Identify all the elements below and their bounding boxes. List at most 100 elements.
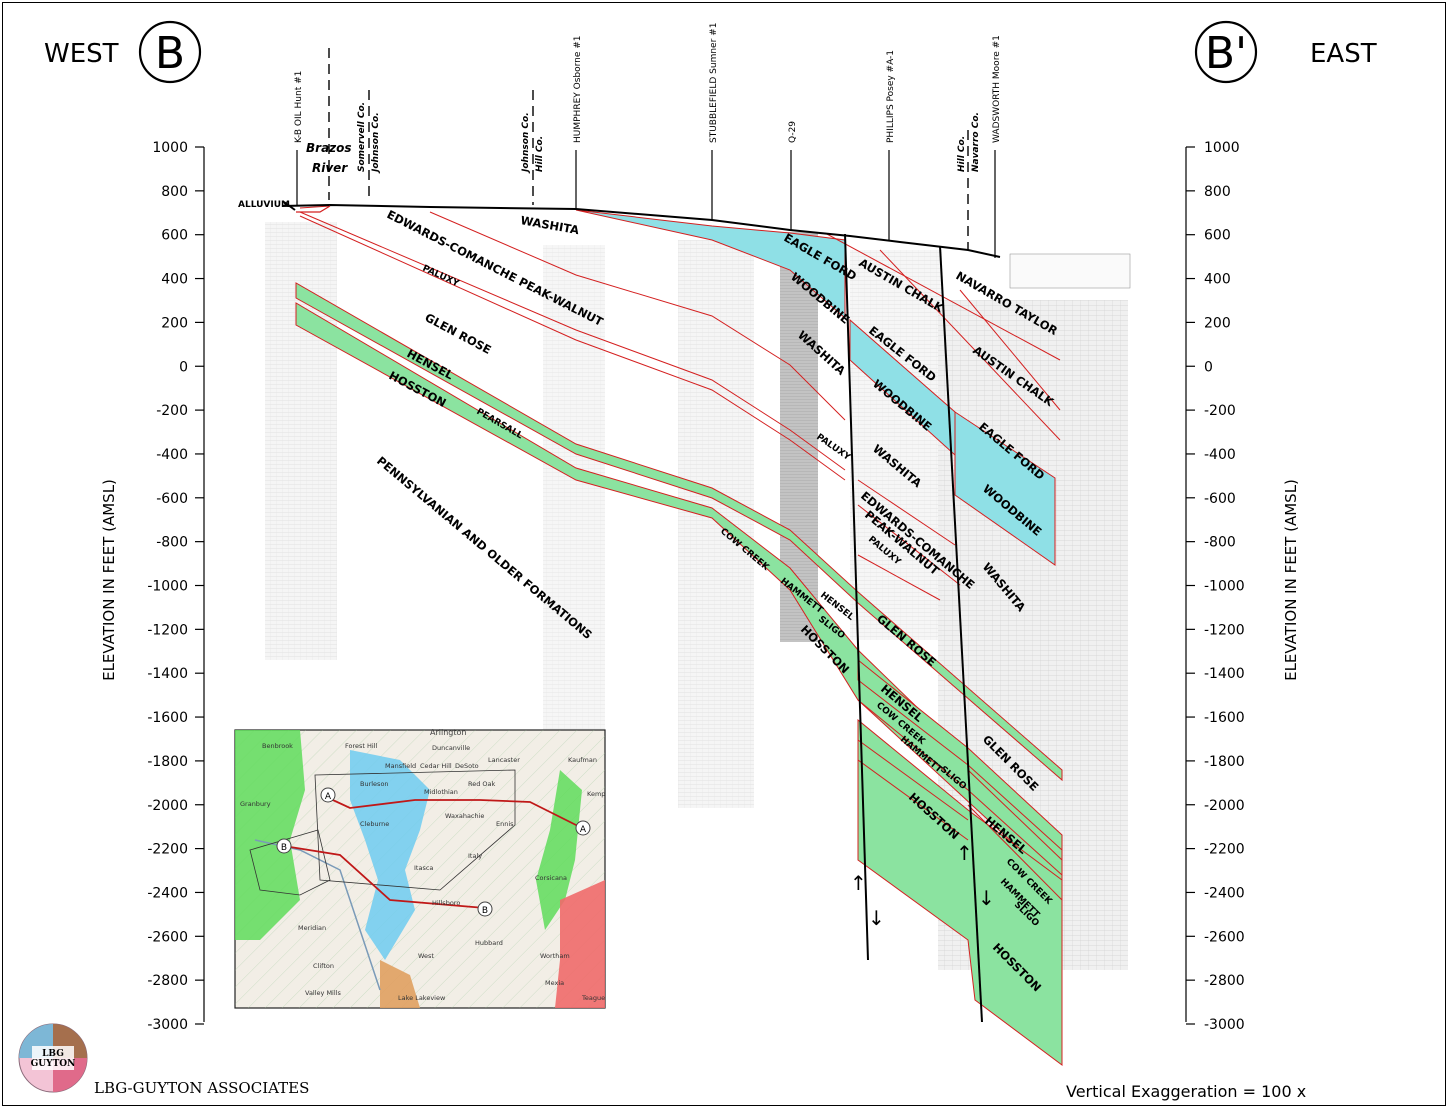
river-label-2: River — [312, 161, 348, 175]
left-tick-label: -1200 — [147, 622, 188, 638]
left-tick-label: -2600 — [147, 929, 188, 945]
ground-surface — [281, 203, 1001, 258]
map-outcrop-green-east — [536, 770, 582, 930]
map-marker-b-left — [276, 838, 292, 854]
right-tick-label: -1800 — [1204, 754, 1245, 770]
logo-text-line-1: LBG — [42, 1049, 64, 1059]
county-johnson-1: Johnson Co. — [371, 112, 381, 174]
left-tick-label: -1600 — [147, 710, 188, 726]
location-map: Arlington Benbrook Forest Hill Duncanvil… — [234, 728, 606, 1009]
map-town-lancaster: Lancaster — [488, 756, 520, 764]
fault-arrow-up-1: ↑ — [850, 871, 867, 895]
west-label: WEST — [44, 39, 119, 69]
fault-line-1 — [844, 233, 869, 961]
alluvium-pointer — [283, 201, 296, 211]
left-tick-label: 600 — [161, 228, 188, 244]
right-tick-label: 0 — [1204, 359, 1213, 375]
map-town-kemp: Kemp — [587, 790, 605, 798]
label-alluvium: ALLUVIUM — [238, 200, 290, 210]
label-washita-1: WASHITA — [519, 213, 580, 237]
left-tick-label: -2200 — [147, 842, 188, 858]
county-navarro: Navarro Co. — [971, 112, 981, 172]
well-log-phillips — [850, 250, 942, 640]
left-tick-label: -800 — [156, 535, 188, 551]
map-marker-b-left-text: B — [281, 843, 287, 853]
well-label-humphrey: HUMPHREY Osborne #1 — [573, 35, 583, 143]
map-town-itasca: Itasca — [414, 864, 433, 872]
map-town-midlothian: Midlothian — [424, 788, 458, 796]
map-town-burleson: Burleson — [360, 780, 389, 788]
woodbine-unit-west — [575, 209, 846, 320]
fault-arrow-up-2: ↑ — [956, 841, 973, 865]
right-tick-label: 1000 — [1204, 140, 1240, 156]
left-tick-label: -3000 — [147, 1017, 188, 1033]
map-town-duncanville: Duncanville — [432, 744, 470, 752]
logo-text-line-2: GUYTON — [31, 1059, 76, 1069]
map-town-arlington: Arlington — [430, 728, 466, 737]
well-label-phillips: PHILLIPS Posey #A-1 — [886, 50, 896, 143]
map-town-ennis: Ennis — [496, 820, 514, 828]
map-marker-a-left — [320, 787, 336, 803]
well-label-stubblefield: STUBBLEFIELD Sumner #1 — [709, 23, 719, 143]
map-town-meridian: Meridian — [298, 924, 326, 932]
fault-line-2 — [939, 245, 983, 1023]
right-tick-label: 600 — [1204, 228, 1231, 244]
map-section-line-b — [283, 845, 486, 909]
map-town-waxahachie: Waxahachie — [445, 812, 484, 820]
b-prime-marker-circle — [1194, 20, 1258, 84]
well-label-wadsworth: WADSWORTH Moore #1 — [992, 35, 1002, 143]
county-hill-2: Hill Co. — [957, 136, 967, 172]
left-axis-label: ELEVATION IN FEET (AMSL) — [100, 479, 118, 681]
map-town-hubbard: Hubbard — [475, 939, 503, 947]
right-tick-label: 800 — [1204, 184, 1231, 200]
left-tick-label: -200 — [156, 403, 188, 419]
map-section-line-a — [321, 794, 579, 827]
map-town-mexia: Mexia — [545, 979, 564, 987]
map-town-benbrook: Benbrook — [262, 742, 293, 750]
map-outcrop-orange — [380, 960, 420, 1008]
b-marker-circle — [138, 20, 202, 84]
hensel-unit-west — [295, 282, 1063, 782]
map-town-teague: Teague — [581, 994, 605, 1002]
map-outcrop-blue — [350, 750, 430, 960]
left-tick-label: 0 — [179, 359, 188, 375]
county-somervell: Somervell Co. — [357, 102, 367, 172]
woodbine-unit-east — [954, 411, 1056, 566]
map-town-italy: Italy — [468, 852, 482, 860]
county-hill-1: Hill Co. — [535, 136, 545, 172]
map-marker-b-right — [477, 901, 493, 917]
well-log-humphrey — [543, 245, 605, 775]
left-tick-label: -1000 — [147, 579, 188, 595]
left-tick-label: 800 — [161, 184, 188, 200]
label-glen-rose-1: GLEN ROSE — [423, 310, 494, 357]
map-town-mansfield: Mansfield — [385, 762, 416, 770]
map-outcrop-red — [555, 880, 605, 1008]
map-marker-b-right-text: B — [482, 906, 488, 916]
left-tick-label: -600 — [156, 491, 188, 507]
map-county-outline-2 — [249, 829, 331, 896]
right-tick-label: -1000 — [1204, 579, 1245, 595]
label-paluxy-2: PALUXY — [814, 432, 852, 463]
well-label-q29: Q-29 — [788, 121, 798, 143]
county-johnson-2: Johnson Co. — [521, 112, 531, 174]
alluvium-contact — [296, 205, 331, 213]
left-tick-label: -2800 — [147, 973, 188, 989]
map-town-west: West — [418, 952, 434, 960]
left-tick-label: -2000 — [147, 798, 188, 814]
right-tick-label: -1400 — [1204, 666, 1245, 682]
map-town-red-oak: Red Oak — [468, 780, 496, 788]
map-marker-a-right-text: A — [580, 825, 587, 835]
left-tick-label: 1000 — [152, 140, 188, 156]
right-tick-label: 400 — [1204, 272, 1231, 288]
right-tick-label: -2600 — [1204, 929, 1245, 945]
company-name: LBG-GUYTON ASSOCIATES — [94, 1079, 309, 1097]
right-tick-label: -2800 — [1204, 973, 1245, 989]
map-town-kaufman: Kaufman — [568, 756, 597, 764]
right-tick-label: -1600 — [1204, 710, 1245, 726]
well-log-stubblefield — [678, 240, 754, 808]
map-town-wortham: Wortham — [540, 952, 570, 960]
map-town-granbury: Granbury — [240, 800, 271, 808]
right-tick-label: -3000 — [1204, 1017, 1245, 1033]
label-paluxy-1: PALUXY — [421, 264, 461, 290]
